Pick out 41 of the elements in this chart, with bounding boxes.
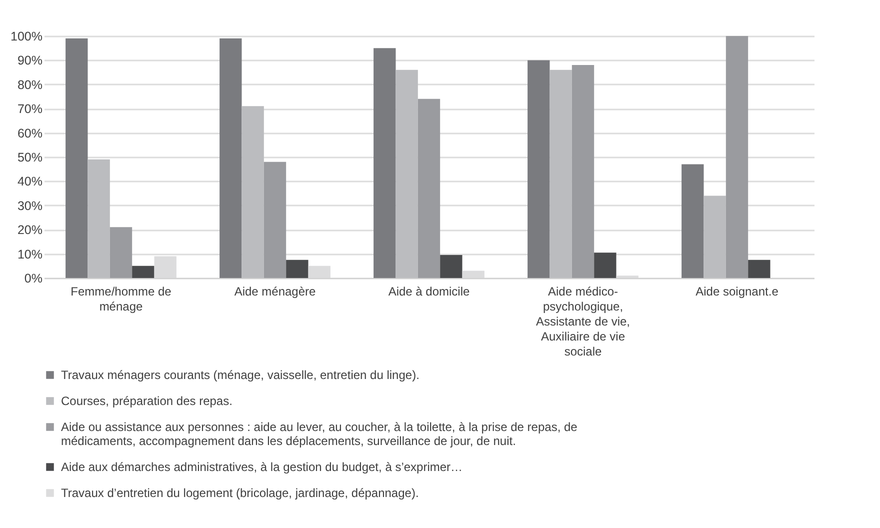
bar <box>550 70 572 278</box>
y-tick-label: 10% <box>17 247 42 262</box>
y-tick-label: 0% <box>24 272 42 286</box>
bar <box>66 38 88 278</box>
x-tick-label: Aide soignant.e <box>696 284 779 298</box>
bar <box>704 196 726 278</box>
bar <box>220 38 242 278</box>
y-tick-label: 80% <box>17 78 42 92</box>
legend-label: Travaux ménagers courants (ménage, vaisselle, entretien du linge). <box>61 368 420 382</box>
bar <box>440 255 462 278</box>
bar <box>88 159 110 278</box>
y-tick-label: 60% <box>17 126 42 140</box>
bar <box>748 260 770 278</box>
x-tick-label: Femme/homme de ménage <box>70 284 172 314</box>
bar <box>594 252 616 278</box>
bar <box>264 162 286 278</box>
y-tick-label: 30% <box>17 198 42 213</box>
legend-label: Aide ou assistance aux personnes : aide au lever, au coucher, à la toilette, à la prise de repas, de médicaments, accompagnement dans les déplacements, surveillance de jour, de nuit. <box>61 420 578 448</box>
y-tick-label: 20% <box>17 223 42 238</box>
bar <box>242 106 264 278</box>
x-tick-label: Aide médico-psychologique, Assistante de vie, Auxiliaire de vie sociale <box>536 284 630 358</box>
bar <box>110 227 132 278</box>
y-tick-label: 50% <box>17 150 42 164</box>
legend-label: Courses, préparation des repas. <box>61 394 232 408</box>
bar <box>374 48 396 278</box>
legend-label: Aide aux démarches administratives, à la gestion du budget, à s’exprimer… <box>61 460 463 474</box>
x-tick-label: Aide à domicile <box>388 284 470 298</box>
legend-label: Travaux d’entretien du logement (bricolage, jardinage, dépannage). <box>61 486 419 500</box>
bar <box>572 65 594 278</box>
bar <box>418 98 440 278</box>
bar <box>396 70 418 278</box>
bar <box>528 60 550 278</box>
bar <box>726 36 748 278</box>
y-tick-label: 70% <box>17 102 42 116</box>
x-tick-label: Aide ménagère <box>234 284 316 298</box>
bar <box>132 266 154 278</box>
bar <box>682 164 704 278</box>
y-tick-label: 100% <box>10 30 42 44</box>
bar <box>286 260 308 278</box>
y-tick-label: 90% <box>17 54 42 68</box>
y-tick-label: 40% <box>17 174 42 189</box>
